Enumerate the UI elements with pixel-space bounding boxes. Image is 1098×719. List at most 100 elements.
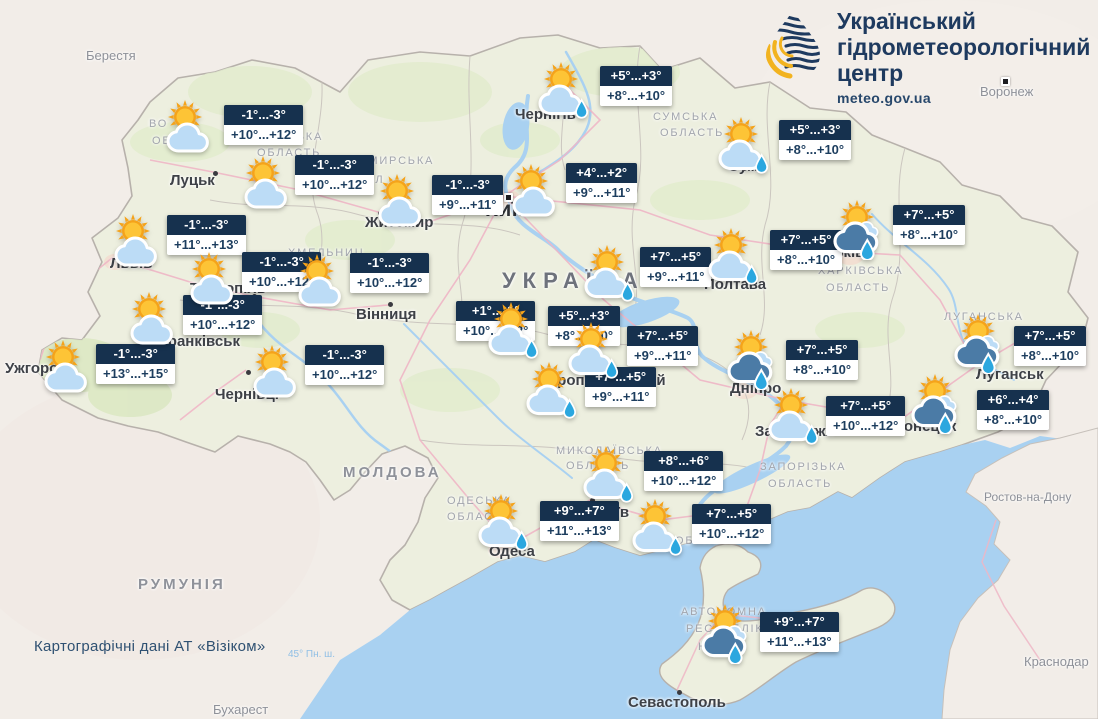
city-dot [388,302,393,307]
day-temperatures: +9°...+11° [566,183,638,203]
sun-cloud-icon [290,250,352,312]
map-label: Ростов-на-Дону [984,490,1072,504]
latitude-label: 45° Пн. ш. [288,649,335,660]
sun-cloud-icon [182,248,244,310]
weather-badge-chernivtsi: -1°...-3° +10°...+12° [305,345,385,385]
night-temperatures: -1°...-3° [432,175,504,195]
city-dot [213,171,218,176]
night-temperatures: +7°...+5° [786,340,859,360]
day-temperatures: +8°...+10° [893,225,966,245]
sun-cloud-rain-icon [706,226,768,288]
weather-badge-sumy: +5°...+3° +8°...+10° [779,120,852,160]
weather-badge-luhansk: +7°...+5° +8°...+10° [1014,326,1087,366]
brand-header: Український гідрометеорологічний центр m… [762,8,1090,108]
meteo-site-link[interactable]: meteo.gov.ua [837,90,932,106]
day-temperatures: +10°...+12° [692,524,772,544]
map-label: МОЛДОВА [343,464,442,481]
weather-badge-rivne: -1°...-3° +10°...+12° [295,155,375,195]
night-temperatures: -1°...-3° [305,345,385,365]
org-title-line3: центр [837,60,904,86]
weather-badge-lviv: -1°...-3° +11°...+13° [167,215,246,255]
map-label: РУМУНІЯ [138,576,226,593]
sun-cloud-rain-icon [582,243,644,305]
map-label: Берестя [86,48,136,63]
day-temperatures: +10°...+12° [295,175,375,195]
day-temperatures: +10°...+12° [224,125,304,145]
night-temperatures: +7°...+5° [770,230,843,250]
night-temperatures: +7°...+5° [1014,326,1087,346]
sun-darkcloud-rain-icon [724,328,786,391]
weather-badge-kremenchuk: +7°...+5° +9°...+11° [627,326,699,366]
weather-badge-chernihiv: +5°...+3° +8°...+10° [600,66,673,106]
sun-cloud-rain-icon [486,300,548,362]
day-temperatures: +11°...+13° [540,521,619,541]
map-label: ОБЛАСТЬ [660,127,725,139]
city-dot [504,193,513,202]
map-label: ЛУГАНСЬКА [944,311,1024,323]
sun-cloud-icon [504,160,566,222]
weather-badge-zaporizhzhia: +7°...+5° +10°...+12° [826,396,906,436]
weather-badge-dnipro: +7°...+5° +8°...+10° [786,340,859,380]
weather-badge-zhytomyr: -1°...-3° +9°...+11° [432,175,504,215]
city-dot [246,370,251,375]
day-temperatures: +10°...+12° [644,471,724,491]
weather-badge-ternopil: -1°...-3° +10°...+12° [242,252,322,292]
night-temperatures: +5°...+3° [600,66,673,86]
day-temperatures: +10°...+12° [350,273,430,293]
night-temperatures: +7°...+5° [640,247,712,267]
org-title-line2: гідрометеорологічний [837,34,1091,60]
weather-badge-kovel: -1°...-3° +10°...+12° [224,105,304,145]
map-attribution: Картографічні дані АТ «Візіком» [34,638,266,655]
sun-cloud-rain-icon [566,320,628,382]
day-temperatures: +10°...+12° [826,416,906,436]
map-label: Краснодар [1024,654,1089,669]
night-temperatures: +5°...+3° [548,306,621,326]
night-temperatures: +4°...+2° [566,163,638,183]
day-temperatures: +13°...+15° [96,364,176,384]
day-temperatures: +9°...+11° [640,267,712,287]
day-temperatures: +9°...+11° [585,387,657,407]
map-label: Луцьк [170,172,215,189]
night-temperatures: +7°...+5° [692,504,772,524]
night-temperatures: -1°...-3° [295,155,375,175]
weather-badge-odesa: +9°...+7° +11°...+13° [540,501,619,541]
sun-cloud-rain-icon [766,386,828,448]
map-label: МИКОЛАЇВСЬКА [556,445,663,457]
sun-darkcloud-rain-icon [951,312,1013,375]
day-temperatures: +8°...+10° [600,86,673,106]
weather-badge-khmelnytskyi: -1°...-3° +10°...+12° [350,253,430,293]
day-temperatures: +8°...+10° [770,250,843,270]
map-label: ЗАПОРІЗЬКА [760,461,847,473]
map-label: Бухарест [213,702,269,717]
weather-badge-mykolaiv: +8°...+6° +10°...+12° [644,451,724,491]
sun-cloud-rain-icon [581,444,643,506]
sun-cloud-icon [106,210,168,272]
map-label: ОБЛАСТЬ [826,282,891,294]
day-temperatures: +8°...+10° [779,140,852,160]
day-temperatures: +10°...+12° [183,315,263,335]
day-temperatures: +11°...+13° [167,235,246,255]
map-label: Воронеж [980,84,1034,99]
sun-cloud-rain-icon [716,115,778,177]
map-label: СУМСЬКА [653,111,719,123]
day-temperatures: +8°...+10° [977,410,1050,430]
day-temperatures: +9°...+11° [432,195,504,215]
sun-cloud-icon [236,152,298,214]
sun-cloud-rain-icon [536,60,598,122]
weather-badge-kyiv: +4°...+2° +9°...+11° [566,163,638,203]
sun-cloud-icon [370,170,432,232]
map-label: Франківськ [155,333,240,350]
day-temperatures: +11°...+13° [760,632,839,652]
sun-darkcloud-rain-icon [908,372,970,435]
org-title-line1: Український [837,8,976,34]
night-temperatures: +6°...+4° [977,390,1050,410]
day-temperatures: +9°...+11° [627,346,699,366]
map-label: ВО [149,118,169,130]
night-temperatures: +8°...+6° [644,451,724,471]
sun-cloud-rain-icon [630,497,692,559]
night-temperatures: +9°...+7° [760,612,839,632]
sun-cloud-icon [158,96,220,158]
map-label: Вінниця [356,306,417,323]
night-temperatures: -1°...-3° [167,215,246,235]
